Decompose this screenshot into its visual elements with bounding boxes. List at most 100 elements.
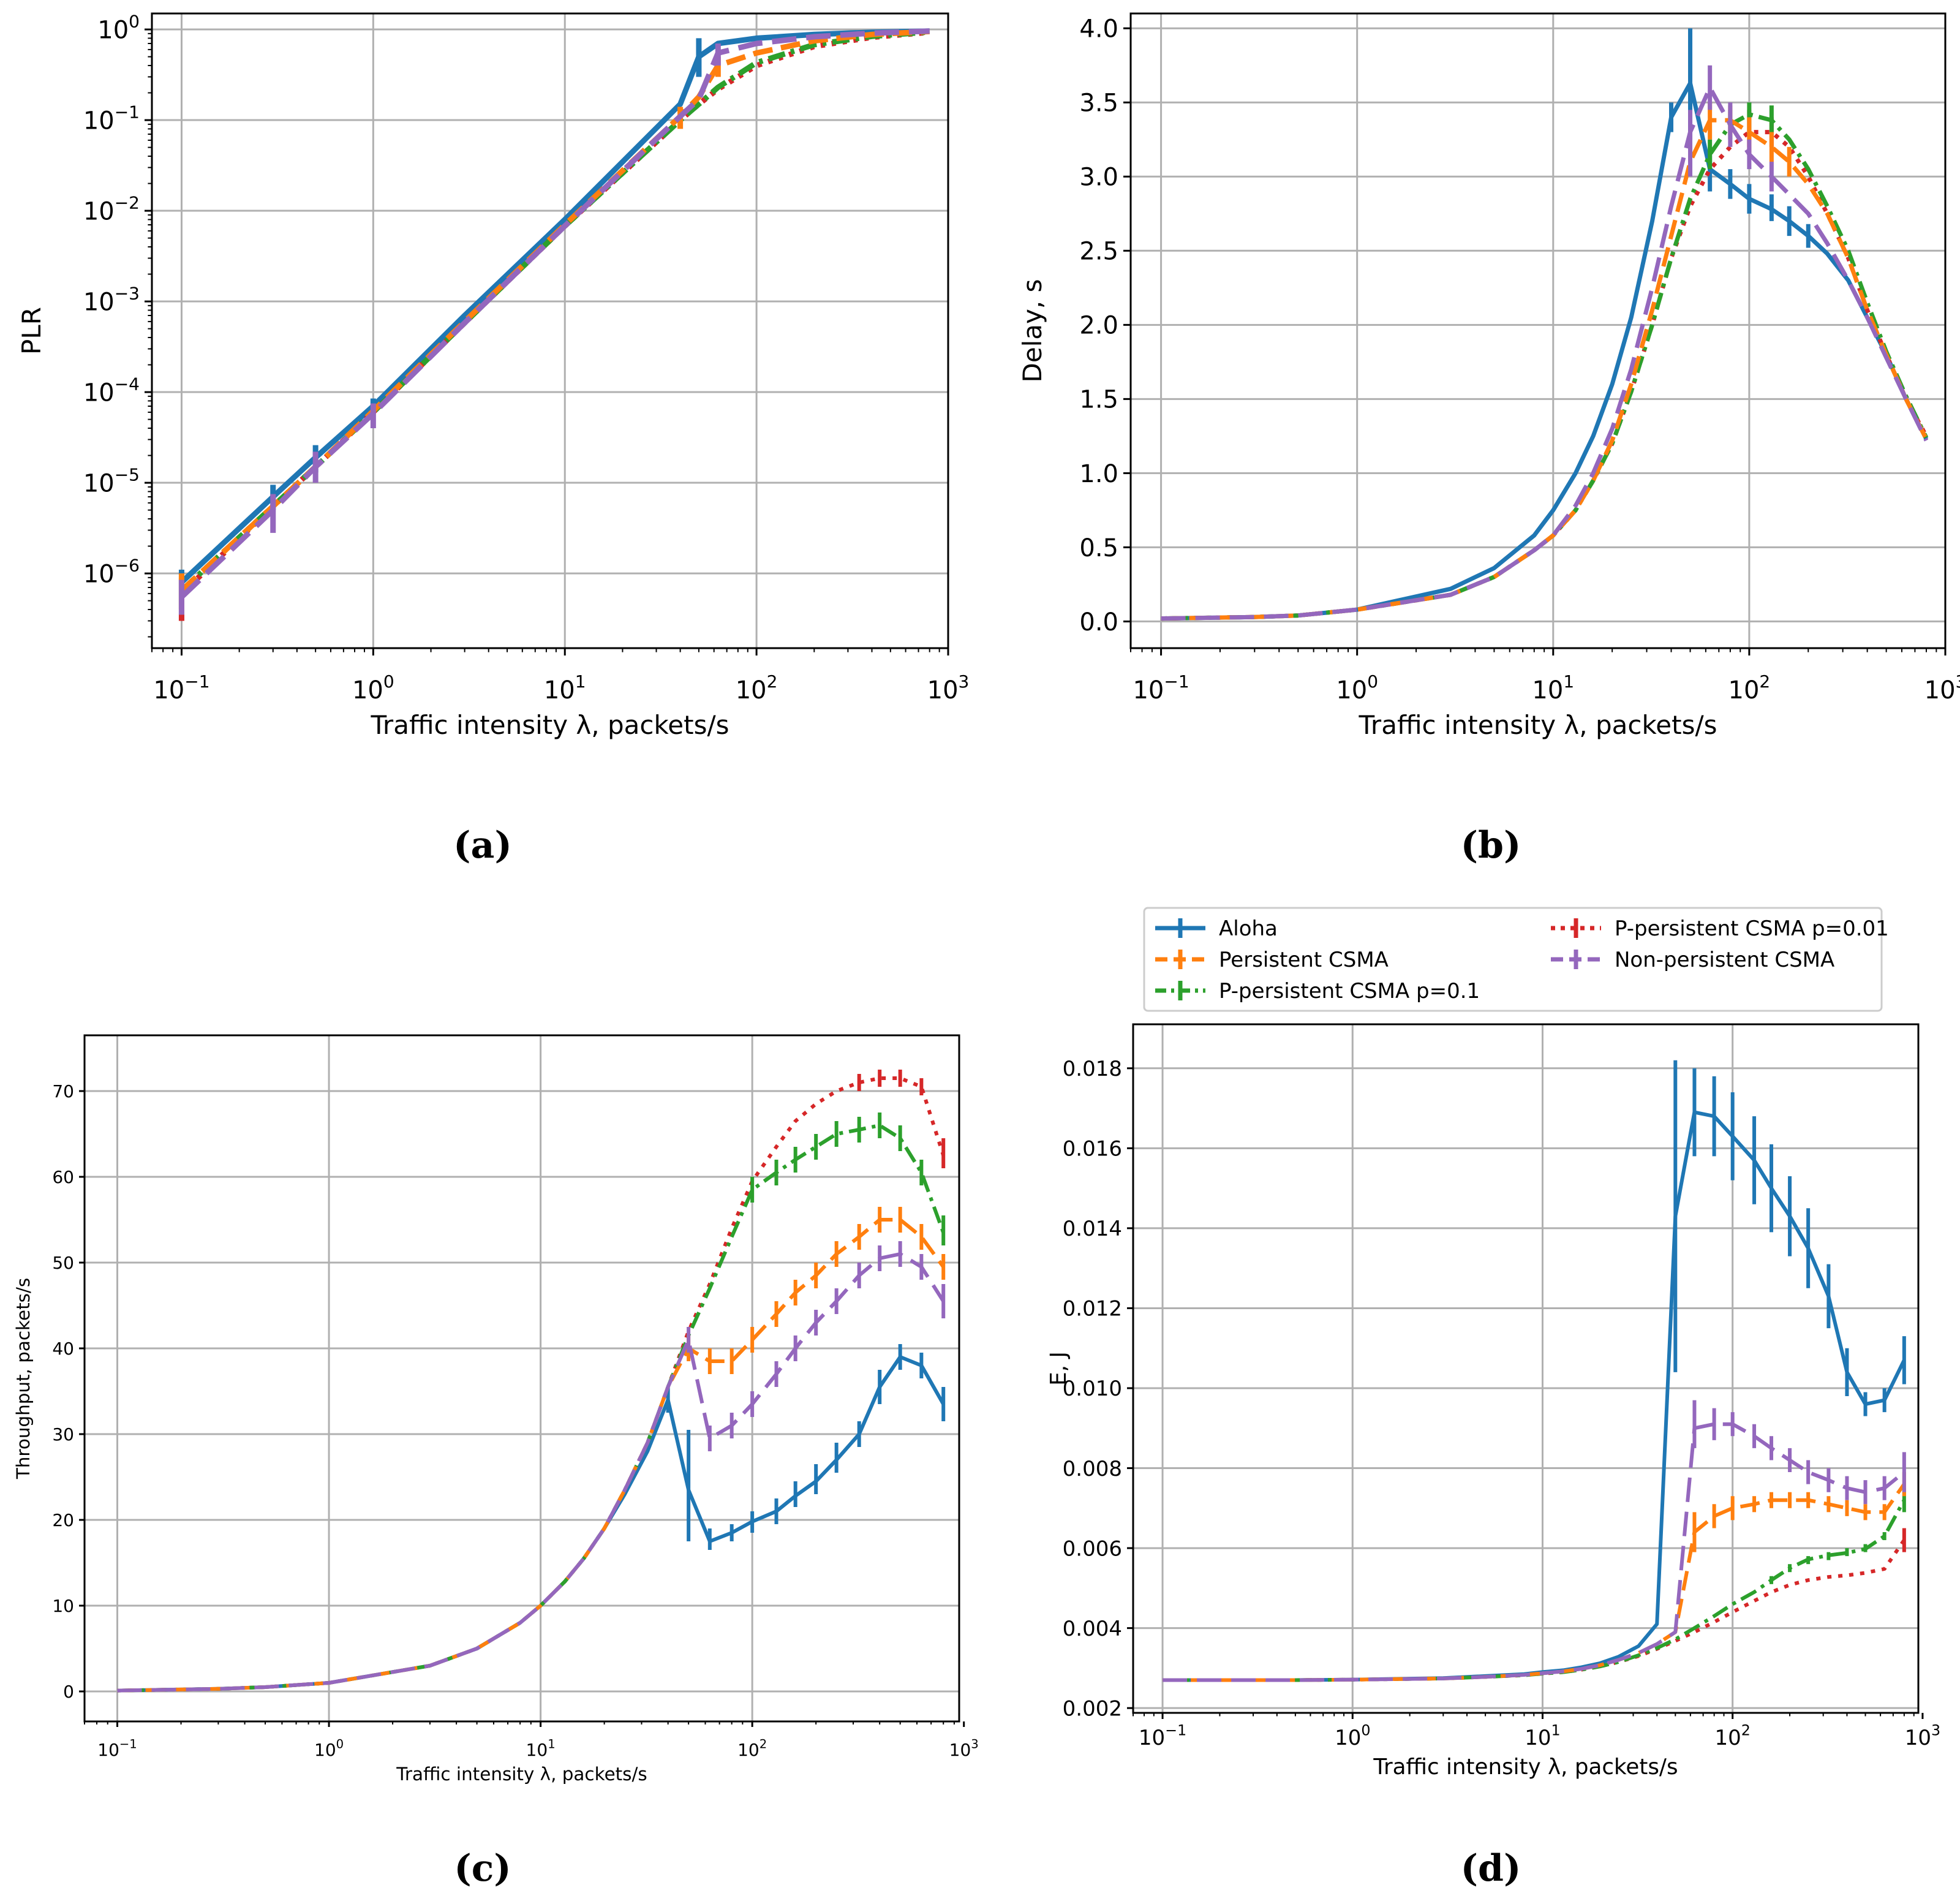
x-tick-label: 102 — [737, 1737, 767, 1760]
x-ticks-a: 10−1 100 101 102 103 — [151, 648, 970, 705]
y-axis-label-d: E, J — [1046, 1351, 1071, 1386]
y-axis-label-a: PLR — [17, 307, 47, 355]
axes-frame-b — [1129, 12, 1947, 649]
y-axis-label-b: Delay, s — [1017, 279, 1047, 382]
x-tick-label: 102 — [1728, 671, 1771, 705]
y-tick-label: 60 — [52, 1167, 74, 1187]
y-tick-label: 10−2 — [83, 192, 140, 225]
x-ticks-d: 10−1 100 101 102 103 — [1133, 1713, 1940, 1750]
x-ticks-c: 10−1 100 101 102 103 — [84, 1721, 979, 1760]
y-ticks-a: 10−6 10−5 10−4 10−3 10−2 10−1 100 — [83, 11, 152, 638]
y-tick-label: 0.0 — [1079, 608, 1118, 637]
x-tick-label: 103 — [927, 671, 970, 705]
grid-c — [85, 1035, 959, 1721]
panel-d-energy: 10−1 100 101 102 103 0.002 0.004 0.006 0.008 0.01… — [1046, 1023, 1940, 1780]
y-tick-label: 1.5 — [1079, 386, 1118, 414]
y-tick-label: 0.016 — [1063, 1137, 1122, 1162]
x-tick-label: 102 — [736, 671, 778, 705]
y-tick-label: 10−1 — [83, 102, 140, 135]
series-group-a — [178, 28, 930, 621]
y-ticks-d: 0.002 0.004 0.006 0.008 0.010 0.012 0.014 0.016… — [1063, 1057, 1133, 1721]
x-tick-label: 100 — [1336, 671, 1378, 705]
x-tick-label: 10−1 — [153, 671, 209, 705]
x-axis-label-c: Traffic intensity λ, packets/s — [396, 1764, 647, 1785]
panel-a-plr: 10−1 100 101 102 103 10−6 10−5 10−4 10−3 10−2 10−1… — [17, 11, 969, 740]
x-tick-label: 10−1 — [1139, 1722, 1186, 1750]
legend-label-persistent: Persistent CSMA — [1219, 948, 1389, 972]
legend-frame — [1143, 907, 1883, 1012]
axes-frame-d — [1132, 1023, 1920, 1714]
x-tick-label: 101 — [544, 671, 586, 705]
series-line-p-persistent-csma-01 — [1161, 112, 1929, 621]
caption-d: (d) — [1461, 1847, 1521, 1890]
x-axis-label-b: Traffic intensity λ, packets/s — [1358, 710, 1717, 740]
series-group-b — [1161, 28, 1929, 621]
series-group-c — [117, 1070, 946, 1693]
y-tick-label: 0.002 — [1063, 1696, 1122, 1721]
y-tick-label: 0.5 — [1079, 534, 1118, 562]
legend-label-aloha: Aloha — [1219, 916, 1278, 941]
y-tick-label: 0.014 — [1063, 1217, 1122, 1241]
x-tick-label: 10−1 — [1133, 671, 1189, 705]
x-tick-label: 101 — [1525, 1722, 1560, 1750]
x-tick-label: 100 — [1335, 1722, 1370, 1750]
x-tick-label: 103 — [949, 1737, 979, 1760]
x-axis-label-d: Traffic intensity λ, packets/s — [1373, 1755, 1678, 1780]
y-tick-label: 70 — [52, 1081, 74, 1101]
y-tick-label: 50 — [52, 1253, 74, 1273]
legend-label-non-persistent: Non-persistent CSMA — [1615, 948, 1834, 972]
y-tick-label: 10−6 — [83, 555, 140, 588]
y-tick-label: 0.018 — [1063, 1057, 1122, 1081]
y-tick-label: 40 — [52, 1339, 74, 1359]
x-tick-label: 103 — [1924, 671, 1960, 705]
y-tick-label: 0.010 — [1063, 1377, 1122, 1401]
y-tick-label: 3.0 — [1079, 164, 1118, 192]
caption-c: (c) — [454, 1847, 511, 1890]
axes-frame-c — [83, 1034, 960, 1723]
legend-label-p-persistent-001: P-persistent CSMA p=0.01 — [1615, 916, 1889, 941]
x-tick-label: 100 — [352, 671, 394, 705]
legend: Aloha P-persistent CSMA p=0.01 Persisten… — [1143, 907, 1889, 1012]
y-tick-label: 10−4 — [83, 374, 140, 407]
y-tick-label: 10−3 — [83, 283, 140, 316]
y-tick-label: 100 — [97, 11, 140, 44]
x-axis-label-a: Traffic intensity λ, packets/s — [370, 710, 729, 740]
y-tick-label: 10−5 — [83, 464, 140, 497]
y-tick-label: 0 — [63, 1682, 74, 1702]
grid-a — [152, 13, 949, 648]
x-tick-label: 101 — [526, 1737, 556, 1760]
series-line-persistent-csma — [1161, 118, 1929, 621]
series-line-non-persistent-csma — [1161, 85, 1929, 621]
y-tick-label: 3.5 — [1079, 89, 1118, 118]
y-tick-label: 20 — [52, 1510, 74, 1530]
legend-label-p-persistent-01: P-persistent CSMA p=0.1 — [1219, 979, 1480, 1003]
series-line-non-persistent-csma — [117, 1252, 945, 1693]
y-tick-label: 1.0 — [1079, 460, 1118, 488]
x-ticks-b: 10−1 100 101 102 103 — [1130, 648, 1960, 705]
caption-a: (a) — [453, 824, 512, 867]
grid-d — [1133, 1024, 1918, 1713]
y-axis-label-c: Throughput, packets/s — [13, 1278, 34, 1479]
panel-b-delay: 10−1 100 101 102 103 0.0 0.5 1.0 1.5 2.0 2.5 3.0 3.5… — [1017, 12, 1960, 740]
y-tick-label: 30 — [52, 1424, 74, 1445]
y-tick-label: 0.004 — [1063, 1617, 1122, 1641]
y-tick-label: 2.0 — [1079, 312, 1118, 340]
y-tick-label: 0.012 — [1063, 1297, 1122, 1321]
y-ticks-c: 0 10 20 30 40 50 60 70 — [52, 1081, 85, 1702]
x-tick-label: 101 — [1532, 671, 1574, 705]
axes-frame-a — [151, 12, 949, 649]
x-tick-label: 10−1 — [97, 1737, 137, 1760]
legend-items — [1155, 918, 1601, 1000]
x-tick-label: 103 — [1905, 1722, 1940, 1750]
y-tick-label: 4.0 — [1079, 15, 1118, 43]
x-tick-label: 100 — [314, 1737, 344, 1760]
series-line-p-persistent-csma-01 — [1163, 1499, 1906, 1682]
y-ticks-b: 0.0 0.5 1.0 1.5 2.0 2.5 3.0 3.5 4.0 — [1079, 15, 1131, 637]
y-tick-label: 0.006 — [1063, 1536, 1122, 1561]
panel-c-throughput: 10−1 100 101 102 103 0 10 20 30 40 50 60 70 Traffic i… — [13, 1034, 979, 1785]
series-line-non-persistent-csma — [1163, 1422, 1905, 1682]
y-tick-label: 10 — [52, 1596, 74, 1616]
x-tick-label: 102 — [1714, 1722, 1750, 1750]
caption-b: (b) — [1461, 824, 1521, 867]
